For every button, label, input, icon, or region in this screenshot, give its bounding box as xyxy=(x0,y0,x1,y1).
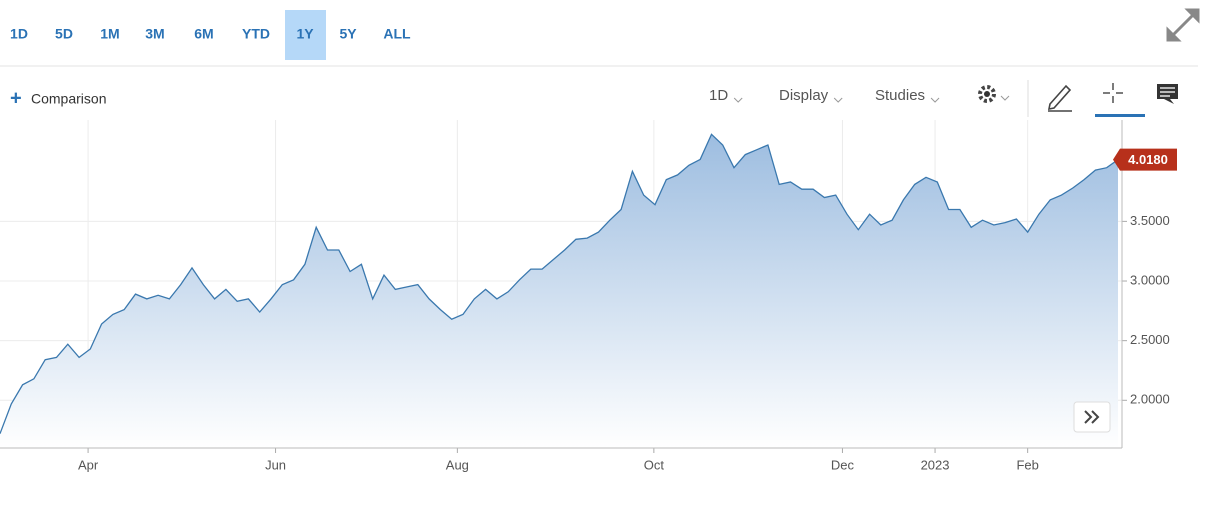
toolbar-menu[interactable]: Studies xyxy=(875,87,925,104)
comment-icon[interactable] xyxy=(1157,84,1178,104)
comparison-button[interactable]: Comparison xyxy=(31,91,106,107)
dropdown-chevron xyxy=(833,97,843,103)
range-button[interactable]: 3M xyxy=(145,26,164,42)
last-price-badge xyxy=(1113,148,1177,171)
range-button[interactable]: 5D xyxy=(55,26,73,42)
range-button[interactable]: 5Y xyxy=(339,26,357,42)
crosshair-active xyxy=(1095,114,1145,117)
range-button[interactable]: ALL xyxy=(383,26,411,42)
x-tick-label: Apr xyxy=(78,457,99,472)
last-price-label: 4.0180 xyxy=(1128,152,1168,167)
range-button[interactable]: 1Y xyxy=(296,26,314,42)
range-button[interactable]: 1D xyxy=(10,26,28,42)
dropdown-chevron xyxy=(930,97,940,103)
expand-icon[interactable] xyxy=(1166,8,1200,42)
x-tick-label: 2023 xyxy=(921,457,950,472)
x-tick-label: Dec xyxy=(831,457,855,472)
settings-icon[interactable] xyxy=(978,85,1010,103)
y-tick-label: 2.0000 xyxy=(1130,392,1170,407)
range-button[interactable]: 6M xyxy=(194,26,213,42)
draw-icon[interactable] xyxy=(1047,84,1072,112)
active-range-bg xyxy=(285,10,326,60)
y-tick-label: 2.5000 xyxy=(1130,332,1170,347)
plus-icon[interactable]: + xyxy=(10,87,22,109)
crosshair-icon[interactable] xyxy=(1103,83,1123,103)
area-fill xyxy=(0,134,1118,449)
range-button[interactable]: YTD xyxy=(242,26,270,42)
plot: 2.0000 2.5000 3.0000 3.5000 Apr Jun Aug Oct Dec 2… xyxy=(0,120,1177,472)
scroll-icon xyxy=(1084,410,1100,424)
y-tick-label: 3.5000 xyxy=(1130,213,1170,228)
x-tick-label: Jun xyxy=(265,457,286,472)
y-tick-label: 3.0000 xyxy=(1130,272,1170,287)
x-tick-label: Oct xyxy=(644,457,665,472)
range-button[interactable]: 1M xyxy=(100,26,119,42)
price-line xyxy=(0,133,1119,434)
dropdown-chevron xyxy=(733,97,743,103)
toolbar-menu[interactable]: Display xyxy=(779,87,829,104)
x-tick-label: Feb xyxy=(1016,457,1038,472)
x-tick-label: Aug xyxy=(446,457,469,472)
toolbar-menu[interactable]: 1D xyxy=(709,87,728,104)
